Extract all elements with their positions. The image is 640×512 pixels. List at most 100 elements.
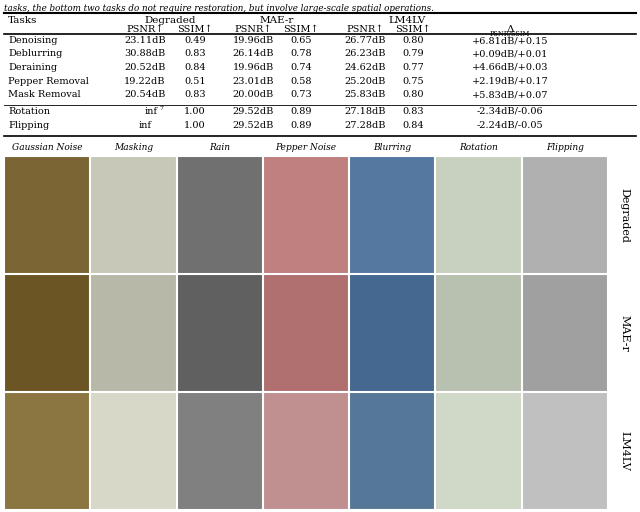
Text: 26.23dB: 26.23dB bbox=[344, 50, 386, 58]
Text: 26.14dB: 26.14dB bbox=[232, 50, 274, 58]
Text: -2.34dB/-0.06: -2.34dB/-0.06 bbox=[477, 107, 543, 116]
Bar bbox=[523, 275, 607, 391]
Text: Deraining: Deraining bbox=[8, 63, 57, 72]
Text: Denoising: Denoising bbox=[8, 36, 58, 45]
Bar bbox=[177, 157, 262, 273]
Text: +0.09dB/+0.01: +0.09dB/+0.01 bbox=[472, 50, 548, 58]
Text: 0.83: 0.83 bbox=[184, 90, 206, 99]
Text: 0.84: 0.84 bbox=[402, 120, 424, 130]
Text: 19.96dB: 19.96dB bbox=[232, 36, 274, 45]
Text: 0.80: 0.80 bbox=[403, 90, 424, 99]
Text: 20.00dB: 20.00dB bbox=[232, 90, 274, 99]
Text: Rain: Rain bbox=[209, 143, 230, 152]
Text: LM4LV: LM4LV bbox=[620, 431, 630, 471]
Text: PSNR↑: PSNR↑ bbox=[346, 25, 384, 34]
Text: -2.24dB/-0.05: -2.24dB/-0.05 bbox=[477, 120, 543, 130]
Text: tasks, the bottom two tasks do not require restoration, but involve large-scale : tasks, the bottom two tasks do not requi… bbox=[4, 4, 434, 13]
Text: 0.65: 0.65 bbox=[291, 36, 312, 45]
Text: 0.78: 0.78 bbox=[290, 50, 312, 58]
Text: Degraded: Degraded bbox=[144, 16, 196, 25]
Text: 0.75: 0.75 bbox=[402, 76, 424, 86]
Bar bbox=[92, 275, 175, 391]
Text: 26.77dB: 26.77dB bbox=[344, 36, 386, 45]
Text: 29.52dB: 29.52dB bbox=[232, 107, 274, 116]
Text: Gaussian Noise: Gaussian Noise bbox=[12, 143, 83, 152]
Text: 19.96dB: 19.96dB bbox=[232, 63, 274, 72]
Text: Masking: Masking bbox=[114, 143, 153, 152]
Bar bbox=[5, 275, 90, 391]
Bar bbox=[523, 393, 607, 509]
Bar bbox=[264, 393, 348, 509]
Text: 0.89: 0.89 bbox=[291, 120, 312, 130]
Text: 0.83: 0.83 bbox=[402, 107, 424, 116]
Text: Pepper Removal: Pepper Removal bbox=[8, 76, 89, 86]
Bar bbox=[177, 393, 262, 509]
Bar bbox=[92, 393, 175, 509]
Text: +4.66dB/+0.03: +4.66dB/+0.03 bbox=[472, 63, 548, 72]
Bar bbox=[436, 157, 521, 273]
Bar bbox=[5, 393, 90, 509]
Text: 0.77: 0.77 bbox=[402, 63, 424, 72]
Text: 0.84: 0.84 bbox=[184, 63, 206, 72]
Text: 20.52dB: 20.52dB bbox=[124, 63, 166, 72]
Text: 27.18dB: 27.18dB bbox=[344, 107, 386, 116]
Text: Mask Removal: Mask Removal bbox=[8, 90, 81, 99]
Text: Blurring: Blurring bbox=[373, 143, 412, 152]
Text: Rotation: Rotation bbox=[8, 107, 50, 116]
Text: 0.58: 0.58 bbox=[291, 76, 312, 86]
Bar bbox=[264, 275, 348, 391]
Text: Pepper Noise: Pepper Noise bbox=[275, 143, 337, 152]
Text: 25.83dB: 25.83dB bbox=[344, 90, 386, 99]
Text: Flipping: Flipping bbox=[8, 120, 49, 130]
Text: PSNR/SSIM: PSNR/SSIM bbox=[490, 30, 530, 38]
Bar bbox=[350, 157, 435, 273]
Text: 1.00: 1.00 bbox=[184, 120, 206, 130]
Bar bbox=[436, 393, 521, 509]
Bar bbox=[436, 275, 521, 391]
Text: SSIM↑: SSIM↑ bbox=[283, 25, 319, 34]
Text: 0.73: 0.73 bbox=[290, 90, 312, 99]
Text: MAE-r: MAE-r bbox=[620, 314, 630, 351]
Text: 0.51: 0.51 bbox=[184, 76, 206, 86]
Text: 24.62dB: 24.62dB bbox=[344, 63, 386, 72]
Text: 0.49: 0.49 bbox=[184, 36, 206, 45]
Text: 7: 7 bbox=[159, 106, 163, 111]
Text: PSNR↑: PSNR↑ bbox=[126, 25, 164, 34]
Bar bbox=[264, 157, 348, 273]
Text: inf: inf bbox=[138, 120, 152, 130]
Text: SSIM↑: SSIM↑ bbox=[395, 25, 431, 34]
Text: SSIM↑: SSIM↑ bbox=[177, 25, 213, 34]
Text: 25.20dB: 25.20dB bbox=[344, 76, 386, 86]
Text: Rotation: Rotation bbox=[459, 143, 498, 152]
Text: 1.00: 1.00 bbox=[184, 107, 206, 116]
Text: 29.52dB: 29.52dB bbox=[232, 120, 274, 130]
Text: 0.89: 0.89 bbox=[291, 107, 312, 116]
Text: MAE-r: MAE-r bbox=[260, 16, 294, 25]
Text: 23.01dB: 23.01dB bbox=[232, 76, 274, 86]
Text: LM4LV: LM4LV bbox=[388, 16, 426, 25]
Text: 30.88dB: 30.88dB bbox=[124, 50, 166, 58]
Bar bbox=[5, 157, 90, 273]
Text: 19.22dB: 19.22dB bbox=[124, 76, 166, 86]
Text: +6.81dB/+0.15: +6.81dB/+0.15 bbox=[472, 36, 548, 45]
Bar bbox=[92, 157, 175, 273]
Text: +2.19dB/+0.17: +2.19dB/+0.17 bbox=[472, 76, 548, 86]
Text: Deblurring: Deblurring bbox=[8, 50, 62, 58]
Text: 0.80: 0.80 bbox=[403, 36, 424, 45]
Text: Degraded: Degraded bbox=[620, 187, 630, 243]
Text: Tasks: Tasks bbox=[8, 16, 37, 25]
Bar bbox=[350, 393, 435, 509]
Text: 20.54dB: 20.54dB bbox=[124, 90, 166, 99]
Bar bbox=[350, 275, 435, 391]
Text: 0.74: 0.74 bbox=[290, 63, 312, 72]
Text: 0.79: 0.79 bbox=[402, 50, 424, 58]
Text: Flipping: Flipping bbox=[546, 143, 584, 152]
Text: inf: inf bbox=[145, 107, 158, 116]
Text: 27.28dB: 27.28dB bbox=[344, 120, 386, 130]
Text: +5.83dB/+0.07: +5.83dB/+0.07 bbox=[472, 90, 548, 99]
Bar bbox=[177, 275, 262, 391]
Text: 23.11dB: 23.11dB bbox=[124, 36, 166, 45]
Bar bbox=[523, 157, 607, 273]
Text: 0.83: 0.83 bbox=[184, 50, 206, 58]
Text: PSNR↑: PSNR↑ bbox=[234, 25, 272, 34]
